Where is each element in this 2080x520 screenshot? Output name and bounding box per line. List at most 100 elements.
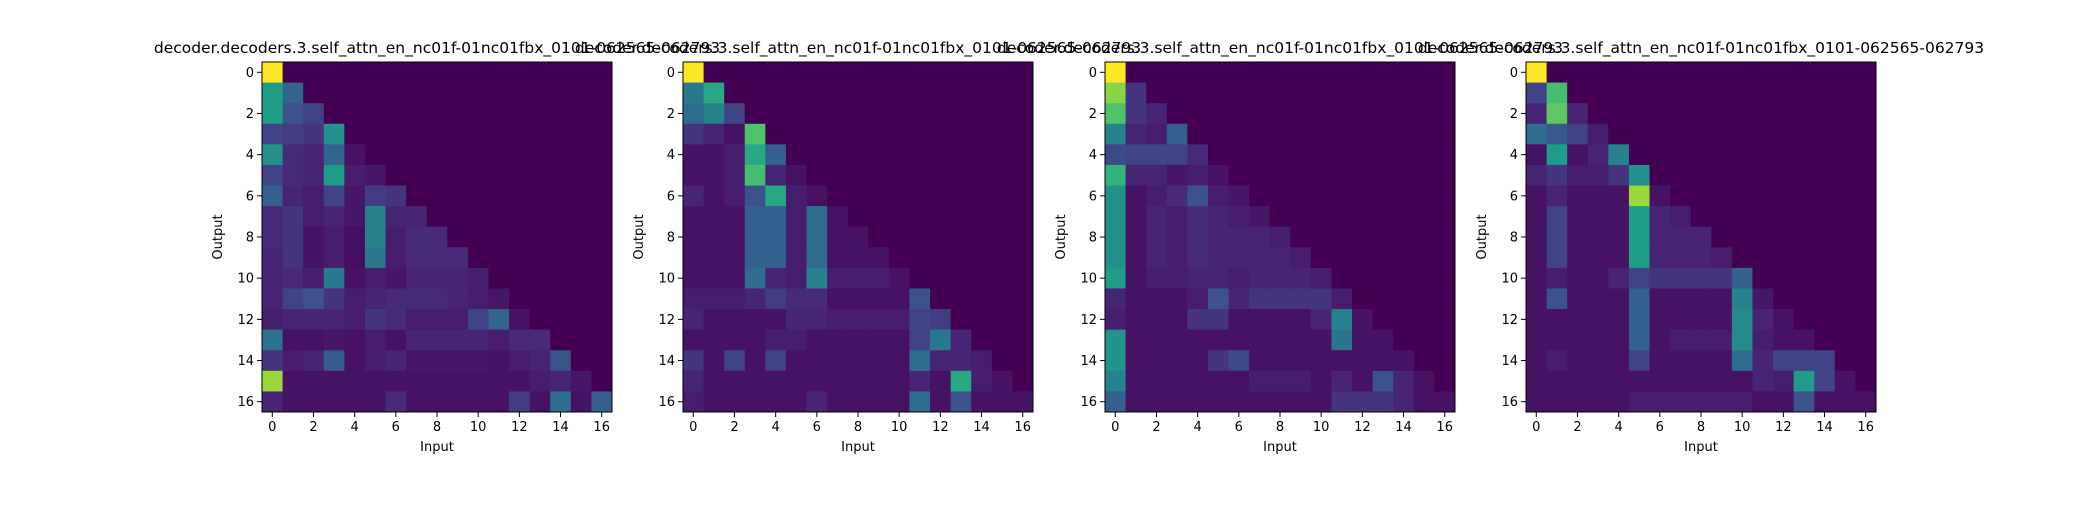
heatmap-cell (765, 350, 787, 372)
heatmap-cell (1834, 144, 1856, 166)
heatmap-cell (385, 267, 407, 289)
heatmap-cell (488, 206, 510, 228)
heatmap-cell (765, 123, 787, 145)
heatmap-cell (1567, 103, 1589, 125)
heatmap-cell (467, 185, 489, 207)
heatmap-cell (1690, 82, 1712, 104)
heatmap-cell (827, 350, 849, 372)
heatmap-cell (1587, 350, 1609, 372)
heatmap-cell (364, 164, 386, 186)
heatmap-cell (1711, 82, 1733, 104)
heatmap-cell (364, 350, 386, 372)
heatmap-cell (1413, 391, 1435, 413)
heatmap-cell (426, 267, 448, 289)
heatmap-cell (1608, 164, 1630, 186)
heatmap-cell (550, 144, 572, 166)
heatmap-cell (1105, 370, 1126, 392)
heatmap-cell (488, 309, 510, 331)
heatmap-cell (1649, 288, 1671, 310)
heatmap-cell (1228, 164, 1250, 186)
heatmap-cell (785, 103, 807, 125)
heatmap-cell (1290, 62, 1312, 83)
heatmap-cell (1146, 103, 1168, 125)
heatmap-cell (1310, 123, 1332, 145)
heatmap-cell (447, 62, 469, 83)
heatmap-cell (1269, 391, 1291, 413)
heatmap-cell (1166, 144, 1188, 166)
heatmap-cell (385, 350, 407, 372)
heatmap-cell (447, 247, 469, 269)
heatmap-cell (1207, 350, 1229, 372)
heatmap-cell (406, 288, 428, 310)
heatmap-cell (509, 391, 531, 413)
heatmap-cell (1567, 62, 1589, 83)
heatmap-cell (1187, 288, 1209, 310)
heatmap-cell (785, 82, 807, 104)
heatmap-cell (1249, 144, 1271, 166)
heatmap-cell (1207, 329, 1229, 351)
x-tick-label: 14 (973, 420, 990, 435)
heatmap-cell (765, 267, 787, 289)
heatmap-cell (570, 62, 592, 83)
heatmap-cell (591, 206, 613, 228)
x-axis-label: Input (841, 440, 875, 455)
heatmap-cell (785, 206, 807, 228)
y-tick-label: 0 (1510, 66, 1518, 81)
heatmap-cell (765, 391, 787, 413)
heatmap-cell (591, 329, 613, 351)
heatmap-cell (323, 144, 345, 166)
heatmap-cell (1434, 391, 1456, 413)
heatmap-cell (303, 103, 325, 125)
y-tick-label: 14 (1080, 354, 1097, 369)
heatmap-cell (1269, 144, 1291, 166)
heatmap-cell (868, 164, 890, 186)
heatmap-cell (1331, 82, 1353, 104)
heatmap-cell (724, 267, 746, 289)
heatmap-cell (1331, 144, 1353, 166)
heatmap-cell (1608, 288, 1630, 310)
heatmap-cell (1546, 370, 1568, 392)
heatmap-cell (703, 185, 725, 207)
heatmap-cell (1711, 309, 1733, 331)
heatmap-cell (591, 288, 613, 310)
heatmap-cell (1249, 370, 1271, 392)
heatmap-cell (950, 391, 972, 413)
heatmap-cell (1814, 309, 1836, 331)
heatmap-cell (868, 267, 890, 289)
heatmap-cell (806, 185, 828, 207)
heatmap-cell (930, 144, 952, 166)
heatmap-cell (1105, 206, 1126, 228)
heatmap-cell (1125, 370, 1147, 392)
heatmap-cell (364, 391, 386, 413)
heatmap-cell (909, 329, 931, 351)
heatmap-cell (1434, 144, 1456, 166)
heatmap-cell (323, 164, 345, 186)
heatmap-cell (1166, 226, 1188, 248)
heatmap-cell (447, 309, 469, 331)
heatmap-cell (364, 247, 386, 269)
heatmap-cell (847, 123, 869, 145)
heatmap-cell (406, 62, 428, 83)
heatmap-cell (1793, 62, 1815, 83)
heatmap-cell (1290, 123, 1312, 145)
heatmap-cell (1855, 309, 1877, 331)
heatmap-cell (847, 370, 869, 392)
heatmap-cell (1587, 267, 1609, 289)
heatmap-cell (1393, 267, 1415, 289)
heatmap-cell (1228, 62, 1250, 83)
heatmap-cell (262, 123, 283, 145)
heatmap-cell (1670, 391, 1692, 413)
heatmap-cell (950, 288, 972, 310)
heatmap-cell (1608, 226, 1630, 248)
heatmap-cell (467, 247, 489, 269)
heatmap-cell (1526, 288, 1547, 310)
heatmap-cell (1352, 206, 1374, 228)
heatmap-cell (1690, 350, 1712, 372)
heatmap-cell (1855, 164, 1877, 186)
heatmap-cell (909, 370, 931, 392)
heatmap-cell (1310, 247, 1332, 269)
heatmap-cell (509, 309, 531, 331)
heatmap-cell (509, 185, 531, 207)
heatmap-cell (991, 350, 1013, 372)
heatmap-cell (868, 62, 890, 83)
